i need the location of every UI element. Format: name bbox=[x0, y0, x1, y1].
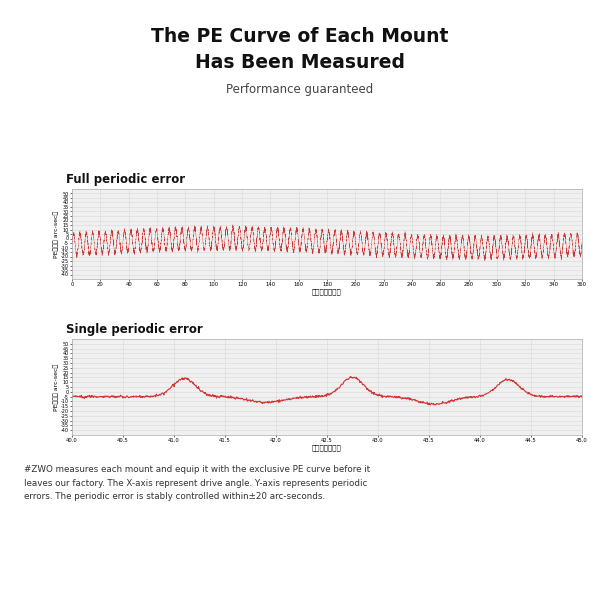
Y-axis label: PE误差（ arc-sec）: PE误差（ arc-sec） bbox=[53, 364, 59, 410]
Text: The PE Curve of Each Mount: The PE Curve of Each Mount bbox=[151, 27, 449, 46]
Y-axis label: PE误差（ arc-sec）: PE误差（ arc-sec） bbox=[53, 211, 59, 257]
Text: Has Been Measured: Has Been Measured bbox=[195, 53, 405, 72]
Text: Full periodic error: Full periodic error bbox=[66, 173, 185, 186]
Text: Single periodic error: Single periodic error bbox=[66, 323, 203, 336]
X-axis label: 驱动角度（度）: 驱动角度（度） bbox=[312, 289, 342, 295]
Text: #ZWO measures each mount and equip it with the exclusive PE curve before it
leav: #ZWO measures each mount and equip it wi… bbox=[24, 465, 370, 501]
X-axis label: 驱动角度（度）: 驱动角度（度） bbox=[312, 445, 342, 451]
Text: Performance guaranteed: Performance guaranteed bbox=[226, 83, 374, 96]
